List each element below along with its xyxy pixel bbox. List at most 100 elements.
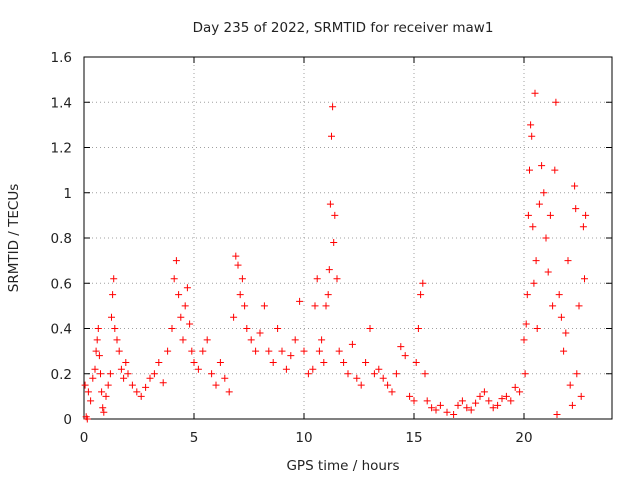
- data-point: [443, 408, 451, 416]
- data-point: [98, 388, 106, 396]
- data-point: [366, 325, 374, 332]
- data-point: [454, 401, 462, 409]
- data-point: [432, 406, 440, 414]
- data-point: [291, 336, 299, 344]
- data-point: [520, 336, 528, 344]
- data-point: [159, 379, 167, 387]
- data-point: [122, 358, 130, 366]
- data-point: [164, 347, 172, 355]
- data-point: [397, 343, 405, 351]
- data-point: [412, 358, 420, 366]
- data-point: [523, 291, 531, 299]
- data-point: [296, 297, 304, 305]
- data-point: [330, 239, 338, 247]
- data-point: [344, 370, 352, 378]
- data-point: [555, 291, 563, 299]
- data-point: [528, 132, 536, 140]
- data-point: [582, 211, 590, 219]
- y-tick-label: 1.4: [51, 95, 72, 111]
- data-point: [511, 383, 519, 391]
- data-point: [348, 340, 356, 348]
- data-point: [287, 352, 295, 360]
- data-point: [269, 358, 277, 366]
- data-point: [533, 325, 541, 332]
- y-tick-label: 0.2: [51, 367, 72, 383]
- data-point: [527, 121, 535, 129]
- data-point: [476, 392, 484, 400]
- data-point: [329, 103, 337, 111]
- data-point: [526, 166, 533, 174]
- data-point: [564, 257, 572, 265]
- x-tick-label: 20: [515, 430, 532, 446]
- data-point: [203, 336, 211, 344]
- data-point: [494, 401, 502, 409]
- data-point: [120, 374, 128, 382]
- data-point: [379, 374, 387, 382]
- data-point: [572, 205, 580, 213]
- data-point: [115, 347, 123, 355]
- data-point: [311, 302, 319, 310]
- data-point: [472, 399, 480, 407]
- y-tick-label: 0.6: [51, 276, 72, 292]
- data-point: [179, 336, 187, 344]
- data-point: [401, 352, 409, 360]
- axis-ticks: [83, 56, 612, 420]
- data-point: [97, 370, 104, 378]
- data-point: [142, 383, 150, 391]
- data-point: [320, 358, 328, 366]
- data-point: [175, 291, 183, 299]
- data-point: [375, 365, 383, 373]
- data-point: [177, 313, 185, 321]
- data-point: [423, 397, 431, 405]
- x-tick-label: 10: [295, 430, 312, 446]
- data-point: [137, 392, 145, 400]
- data-point: [260, 302, 268, 310]
- data-point: [575, 302, 583, 310]
- data-point: [313, 275, 321, 283]
- data-point: [521, 370, 529, 378]
- tick-labels: 0 5 10 15 20 0 0.2 0.4 0.6 0.8 1 1.2 1.4 1.6: [51, 50, 533, 446]
- data-point: [335, 347, 343, 355]
- data-point: [265, 347, 273, 355]
- data-point: [199, 347, 207, 355]
- data-point: [388, 388, 396, 396]
- data-point: [324, 291, 332, 299]
- data-point: [155, 358, 163, 366]
- data-point: [581, 275, 588, 283]
- data-point: [392, 370, 400, 378]
- data-point: [573, 370, 581, 378]
- y-axis-label: SRMTID / TECUs: [6, 184, 22, 292]
- data-point: [186, 320, 194, 328]
- data-point: [83, 415, 91, 423]
- data-point: [571, 182, 579, 190]
- data-point: [133, 388, 141, 396]
- data-point: [579, 223, 587, 231]
- data-point: [340, 358, 348, 366]
- data-point: [544, 268, 552, 276]
- data-point: [568, 401, 576, 409]
- data-point: [183, 284, 191, 292]
- data-point: [328, 132, 335, 140]
- data-point: [94, 325, 102, 332]
- data-point: [485, 397, 493, 405]
- data-point: [524, 211, 532, 219]
- x-tick-label: 15: [405, 430, 422, 446]
- data-point: [117, 365, 125, 373]
- y-tick-label: 0.4: [51, 322, 72, 338]
- data-point: [502, 392, 510, 400]
- data-points: [81, 89, 590, 423]
- data-point: [549, 302, 557, 310]
- gridlines: [84, 57, 612, 419]
- y-tick-label: 0.8: [51, 231, 72, 247]
- data-point: [326, 200, 334, 208]
- data-point: [109, 291, 117, 299]
- data-point: [108, 313, 115, 321]
- data-point: [489, 404, 497, 412]
- data-point: [551, 166, 559, 174]
- data-point: [450, 410, 458, 418]
- data-point: [300, 347, 308, 355]
- data-point: [577, 392, 585, 400]
- data-point: [113, 336, 121, 344]
- data-point: [282, 365, 290, 373]
- data-point: [278, 347, 286, 355]
